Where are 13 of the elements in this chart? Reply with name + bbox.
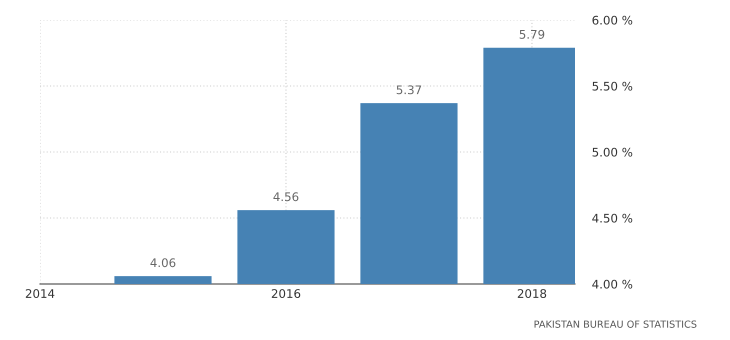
x-tick-label: 2016 bbox=[272, 289, 300, 298]
x-tick-label: 2014 bbox=[26, 289, 54, 298]
data-label: 4.06 bbox=[150, 258, 176, 268]
data-label: 4.56 bbox=[273, 192, 298, 202]
x-tick-label: 2018 bbox=[518, 289, 546, 298]
y-tick-label: 6.00 % bbox=[592, 16, 632, 25]
data-label: 5.79 bbox=[520, 30, 544, 39]
y-tick-label: 5.50 % bbox=[592, 82, 632, 91]
y-tick-label: 4.50 % bbox=[592, 214, 632, 223]
data-label: 5.37 bbox=[396, 85, 422, 94]
text: PAKISTAN BUREAU OF STATISTICS bbox=[534, 320, 696, 328]
y-tick-label: 5.00 % bbox=[592, 148, 632, 157]
y-tick-label: 4.00 % bbox=[592, 280, 632, 289]
